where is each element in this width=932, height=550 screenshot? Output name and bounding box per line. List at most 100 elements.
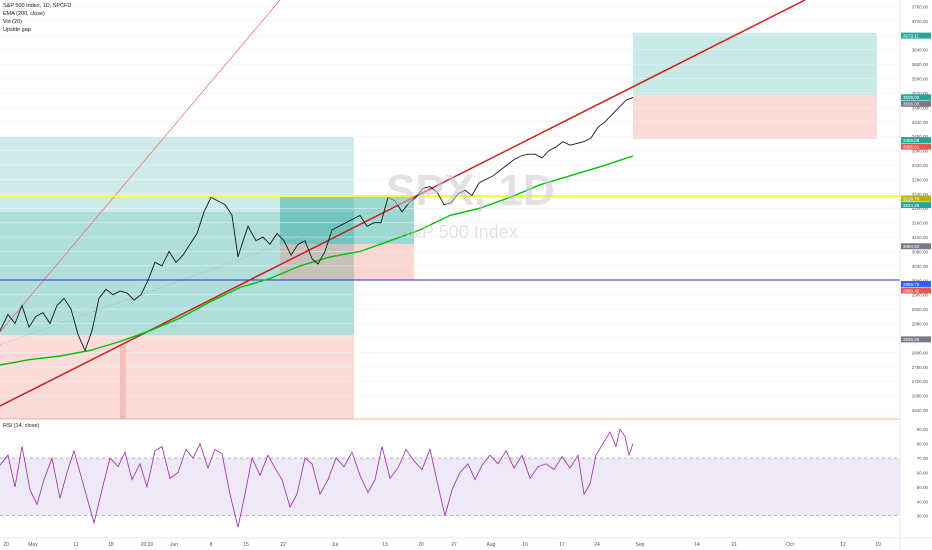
long-position-stop-zone[interactable] — [0, 335, 354, 419]
price-label-badge — [901, 100, 931, 107]
x-tick-label: 20:30 — [141, 542, 154, 548]
price-series[interactable] — [0, 96, 634, 352]
x-tick-label: 19 — [875, 542, 881, 548]
y-tick-label: 2920.00 — [912, 307, 929, 312]
position-boxes[interactable] — [0, 33, 877, 419]
long-position-target-zone-inner — [0, 212, 354, 335]
x-tick-label: 14 — [694, 542, 700, 548]
y-tick-label: 3600.00 — [912, 62, 929, 67]
price-label-badge — [901, 287, 931, 294]
upside-stop-zone[interactable] — [633, 95, 877, 139]
rsi-tick-label: 60.00 — [917, 470, 929, 475]
y-tick-label: 3000.00 — [912, 278, 929, 283]
x-tick-label: Sep — [636, 542, 645, 548]
dotted-midline — [0, 194, 421, 346]
consolidation-stop-zone[interactable] — [280, 244, 414, 280]
rsi-band — [0, 458, 900, 516]
price-label-text: 3224.26 — [903, 203, 920, 208]
y-tick-label: 3080.00 — [912, 249, 929, 254]
price-label-badge — [901, 243, 931, 250]
x-tick-label: 21 — [731, 542, 737, 548]
legend-gap[interactable]: Upside gap — [3, 27, 31, 33]
y-tick-label: 3480.00 — [912, 105, 929, 110]
price-label-text: 3679.11 — [903, 33, 919, 38]
volume-spike — [120, 345, 126, 419]
price-axis[interactable]: 2640.002680.002720.002760.002800.002840.… — [912, 4, 929, 413]
y-tick-label: 3240.00 — [912, 192, 929, 197]
price-label-text: 3506.00 — [903, 102, 920, 107]
y-tick-label: 3720.00 — [912, 19, 929, 24]
price-label-badge — [901, 137, 931, 144]
rsi-tick-label: 40.00 — [917, 499, 929, 504]
price-label-text: 2980.42 — [903, 288, 920, 293]
steep-trendline[interactable] — [0, 0, 281, 333]
price-label-text: 3385.51 — [903, 144, 920, 149]
rsi-label[interactable]: RSI (14, close) — [3, 423, 40, 429]
price-label-text: 3508.00 — [903, 95, 920, 100]
y-tick-label: 2760.00 — [912, 365, 929, 370]
price-label-text: 2836.00 — [903, 337, 920, 342]
y-tick-label: 2720.00 — [912, 379, 929, 384]
x-tick-label: Aug — [487, 542, 496, 548]
y-tick-label: 3520.00 — [912, 91, 929, 96]
chart-legend: S&P 500 Index, 1D, SPCFD EMA (200, close… — [3, 2, 71, 34]
price-label-text: 3389.09 — [903, 138, 920, 143]
x-tick-label: May — [28, 542, 38, 548]
consolidation-target-zone[interactable] — [280, 197, 414, 244]
price-label-badge — [901, 32, 931, 39]
rsi-tick-label: 90.00 — [917, 427, 929, 432]
main-trendline[interactable] — [0, 0, 806, 407]
y-tick-label: 2960.00 — [912, 293, 929, 298]
rsi-line[interactable] — [0, 428, 634, 528]
x-tick-label: 15 — [243, 542, 249, 548]
price-label-text: 3094.50 — [903, 244, 920, 249]
price-label-text: 2989.79 — [903, 282, 920, 287]
legend-ema[interactable]: EMA (200, close) — [3, 11, 45, 17]
x-tick-label: 11 — [73, 542, 78, 548]
x-tick-label: Jul — [332, 542, 338, 548]
price-label-badge — [901, 94, 931, 101]
price-label-badge — [901, 143, 931, 150]
price-axis-bg — [900, 0, 932, 550]
x-tick-label: 8 — [210, 542, 213, 548]
x-tick-label: 27 — [451, 542, 457, 548]
price-label-text: 3226.75 — [903, 196, 920, 201]
y-tick-label: 2880.00 — [912, 322, 929, 327]
x-tick-label: 12 — [840, 542, 846, 548]
y-tick-label: 3360.00 — [912, 149, 929, 154]
price-label-badge — [901, 280, 931, 287]
price-label-badge — [901, 202, 931, 209]
y-tick-label: 3040.00 — [912, 264, 929, 269]
rsi-axis[interactable]: 30.00 40.00 50.00 60.00 70.00 80.00 90.00 — [917, 427, 929, 518]
y-tick-label: 3120.00 — [912, 235, 929, 240]
x-tick-label: Jun — [170, 542, 178, 548]
rsi-tick-label: 70.00 — [917, 456, 929, 461]
x-tick-label: 10 — [522, 542, 528, 548]
y-tick-label: 3440.00 — [912, 120, 929, 125]
rsi-tick-label: 80.00 — [917, 442, 929, 447]
price-grid — [0, 6, 900, 411]
y-tick-label: 2680.00 — [912, 394, 929, 399]
y-tick-label: 2800.00 — [912, 350, 929, 355]
long-position-target-zone[interactable] — [0, 137, 354, 335]
price-label-badge — [901, 336, 931, 343]
x-tick-label: 17 — [559, 542, 565, 548]
x-tick-label: 13 — [382, 542, 388, 548]
x-tick-label: 20 — [3, 542, 9, 548]
rsi-pane — [0, 428, 900, 528]
y-tick-label: 3160.00 — [912, 221, 929, 226]
legend-vol[interactable]: Vol (20) — [3, 19, 22, 25]
y-tick-label: 3560.00 — [912, 77, 929, 82]
x-tick-label: Oct — [786, 542, 794, 548]
y-tick-label: 3320.00 — [912, 163, 929, 168]
x-tick-label: 20 — [418, 542, 424, 548]
x-tick-label: 22 — [280, 542, 286, 548]
y-tick-label: 3400.00 — [912, 134, 929, 139]
y-tick-label: 3760.00 — [912, 4, 929, 9]
legend-symbol[interactable]: S&P 500 Index, 1D, SPCFD — [3, 3, 72, 9]
rsi-tick-label: 50.00 — [917, 485, 929, 490]
y-tick-label: 3640.00 — [912, 48, 929, 53]
time-axis[interactable]: 20 May 11 18 20:30 Jun 8 15 22 Jul 13 20 27 Aug 10 17 24… — [3, 542, 881, 548]
